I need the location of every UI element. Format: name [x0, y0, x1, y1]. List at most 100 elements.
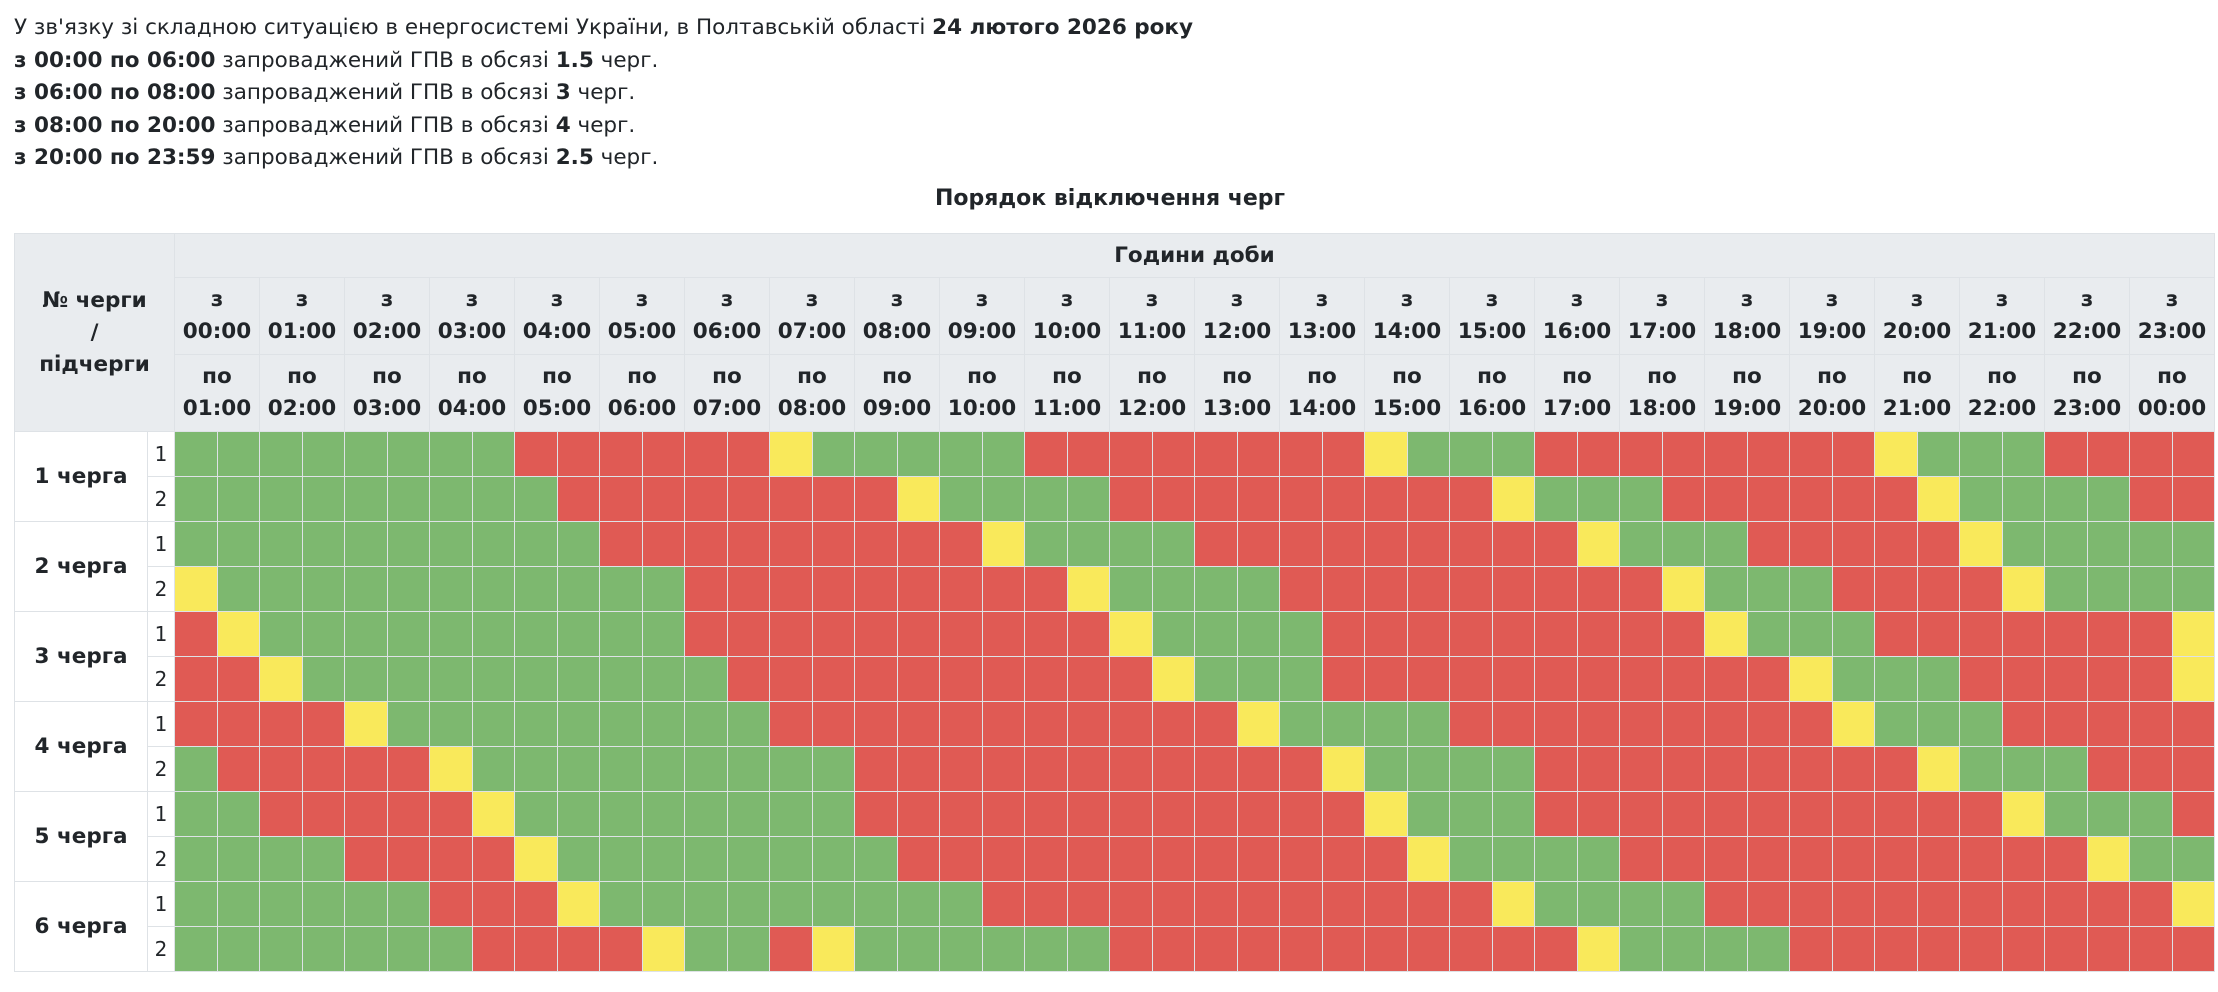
slot-cell	[429, 881, 473, 927]
slot-cell	[1916, 656, 1960, 702]
slot-cell	[1406, 611, 1450, 657]
slot-cell	[216, 656, 260, 702]
slot-cell	[1831, 746, 1875, 792]
slot-cell	[684, 566, 728, 612]
slot-cell	[471, 611, 515, 657]
hour-from-header-time: 18:00	[1712, 319, 1782, 344]
slot-cell	[344, 656, 388, 702]
slot-cell	[2086, 476, 2130, 522]
slot-cell	[939, 476, 983, 522]
slot-cell	[1321, 836, 1365, 882]
slot-cell	[1024, 521, 1068, 567]
slot-cell	[1534, 656, 1578, 702]
slot-cell	[1066, 611, 1110, 657]
queue-label: 5 черга	[14, 791, 148, 882]
slot-cell	[556, 881, 600, 927]
slot-cell	[2001, 701, 2045, 747]
slot-cell	[1576, 611, 1620, 657]
slot-cell	[1959, 791, 2003, 837]
slot-cell	[1066, 926, 1110, 972]
slot-cell	[2086, 611, 2130, 657]
notice-period-text: запроваджений ГПВ в обсязі	[215, 80, 556, 105]
slot-cell	[599, 836, 643, 882]
hour-from-header-time: 16:00	[1542, 319, 1612, 344]
slot-cell	[641, 746, 685, 792]
slot-cell	[1746, 746, 1790, 792]
slot-cell	[1959, 611, 2003, 657]
hour-from-header: з 16:00	[1534, 277, 1620, 355]
slot-cell	[1916, 431, 1960, 477]
slot-cell	[1151, 746, 1195, 792]
slot-cell	[174, 656, 218, 702]
slot-cell	[471, 656, 515, 702]
slot-cell	[2171, 521, 2215, 567]
slot-cell	[1321, 746, 1365, 792]
slot-cell	[981, 791, 1025, 837]
slot-cell	[429, 566, 473, 612]
slot-cell	[684, 836, 728, 882]
slot-cell	[1959, 521, 2003, 567]
slot-cell	[599, 926, 643, 972]
slot-cell	[1874, 656, 1918, 702]
slot-cell	[1619, 791, 1663, 837]
hour-to-header: по 16:00	[1449, 354, 1535, 432]
slot-cell	[1194, 926, 1238, 972]
slot-cell	[939, 656, 983, 702]
hour-from-header-time: 19:00	[1797, 319, 1867, 344]
hour-from-header-time: 22:00	[2052, 319, 2122, 344]
slot-cell	[1024, 791, 1068, 837]
hour-from-header: з 11:00	[1109, 277, 1195, 355]
slot-cell	[1789, 791, 1833, 837]
slot-cell	[1194, 611, 1238, 657]
slot-cell	[599, 656, 643, 702]
slot-cell	[2001, 836, 2045, 882]
notice-period-line: з 08:00 по 20:00 запроваджений ГПВ в обс…	[14, 110, 1193, 143]
slot-cell	[1704, 521, 1748, 567]
slot-cell	[386, 701, 430, 747]
slot-cell	[811, 566, 855, 612]
notice-period-range: з 06:00 по 08:00	[14, 80, 216, 105]
slot-cell	[641, 836, 685, 882]
slot-cell	[811, 701, 855, 747]
hour-to-header: по 23:00	[2044, 354, 2130, 432]
hour-to-header: по 19:00	[1704, 354, 1790, 432]
hour-to-header-word: по	[542, 364, 572, 389]
notice-period-amount: 3	[555, 80, 571, 105]
slot-cell	[1704, 656, 1748, 702]
slot-cell	[1916, 476, 1960, 522]
slot-cell	[471, 566, 515, 612]
slot-cell	[1279, 836, 1323, 882]
slot-cell	[2001, 746, 2045, 792]
slot-cell	[939, 836, 983, 882]
slot-cell	[2044, 746, 2088, 792]
slot-cell	[1449, 881, 1493, 927]
slot-cell	[726, 566, 770, 612]
slot-cell	[2171, 926, 2215, 972]
slot-cell	[1534, 746, 1578, 792]
slot-cell	[2044, 926, 2088, 972]
slot-cell	[344, 521, 388, 567]
hour-from-header-time: 17:00	[1627, 319, 1697, 344]
slot-cell	[896, 431, 940, 477]
slot-cell	[1406, 566, 1450, 612]
hour-to-header: по 07:00	[684, 354, 770, 432]
slot-cell	[641, 791, 685, 837]
slot-cell	[259, 656, 303, 702]
slot-cell	[471, 521, 515, 567]
slot-cell	[981, 656, 1025, 702]
slot-cell	[386, 431, 430, 477]
hour-from-header-time: 09:00	[947, 319, 1017, 344]
notice-period-text: запроваджений ГПВ в обсязі	[215, 47, 556, 73]
slot-cell	[599, 701, 643, 747]
hour-to-header-time: 00:00	[2137, 396, 2207, 421]
slot-cell	[2086, 881, 2130, 927]
slot-cell	[811, 611, 855, 657]
slot-cell	[1321, 521, 1365, 567]
slot-cell	[2171, 656, 2215, 702]
table-row: 2	[15, 656, 2215, 702]
slot-cell	[981, 926, 1025, 972]
slot-cell	[1406, 701, 1450, 747]
slot-cell	[1576, 701, 1620, 747]
slot-cell	[1959, 566, 2003, 612]
slot-cell	[1916, 791, 1960, 837]
